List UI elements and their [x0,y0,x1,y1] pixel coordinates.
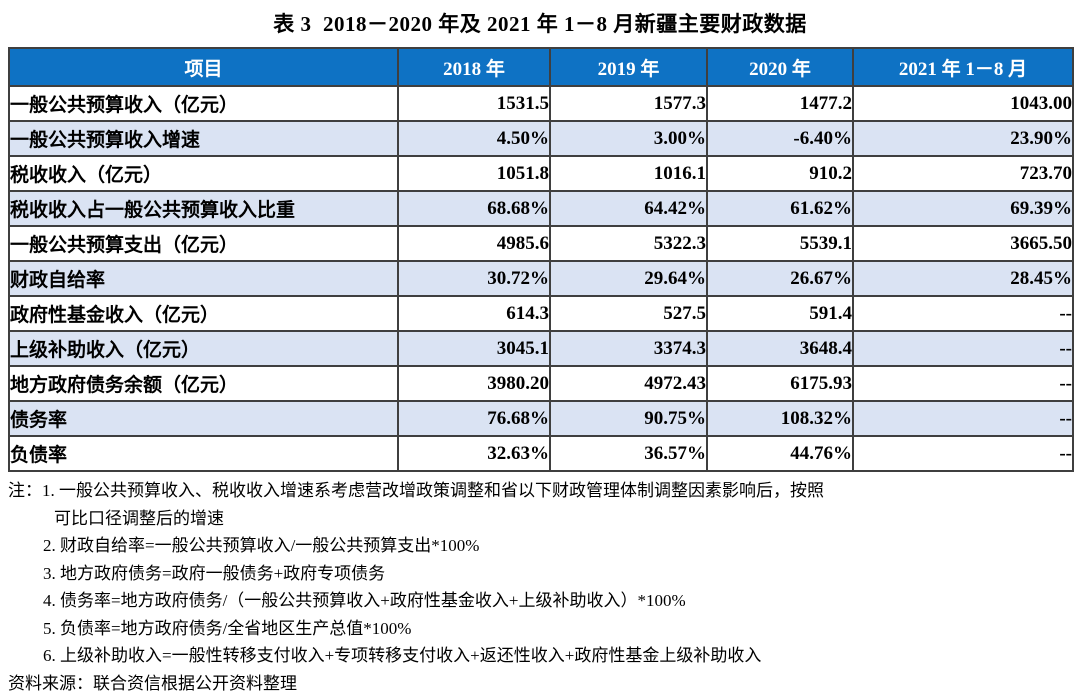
value-cell: 90.75% [549,400,708,437]
value-cell: 6175.93 [706,365,854,402]
value-cell: 26.67% [706,260,854,297]
note-line: 6. 上级补助收入=一般性转移支付收入+专项转移支付收入+返还性收入+政府性基金… [43,646,762,665]
note-line: 2. 财政自给率=一般公共预算收入/一般公共预算支出*100% [43,536,480,555]
value-cell: 1477.2 [706,85,854,122]
note-line: 4. 债务率=地方政府债务/（一般公共预算收入+政府性基金收入+上级补助收入）*… [43,591,686,610]
value-cell: 1531.5 [397,85,551,122]
value-cell: 591.4 [706,295,854,332]
value-cell: 29.64% [549,260,708,297]
value-cell: 64.42% [549,190,708,227]
value-cell: 3.00% [549,120,708,157]
row-label-cell: 一般公共预算支出（亿元） [8,225,399,262]
note-line: 注：1. 一般公共预算收入、税收收入增速系考虑营改增政策调整和省以下财政管理体制… [8,481,824,500]
value-cell: 28.45% [852,260,1074,297]
value-cell: 5539.1 [706,225,854,262]
value-cell: -- [852,295,1074,332]
value-cell: 3665.50 [852,225,1074,262]
value-cell: 68.68% [397,190,551,227]
table-row: 税收收入（亿元） 1051.8 1016.1 910.2 723.70 [8,155,1074,192]
value-cell: 4985.6 [397,225,551,262]
value-cell: 910.2 [706,155,854,192]
table-header-row: 项目 2018 年 2019 年 2020 年 2021 年 1－8 月 [8,47,1074,87]
row-label-cell: 税收收入（亿元） [8,155,399,192]
value-cell: 4.50% [397,120,551,157]
table-row: 一般公共预算支出（亿元） 4985.6 5322.3 5539.1 3665.50 [8,225,1074,262]
value-cell: 4972.43 [549,365,708,402]
value-cell: 1043.00 [852,85,1074,122]
column-header-period: 2018 年 [397,47,551,87]
table-row: 地方政府债务余额（亿元） 3980.20 4972.43 6175.93 -- [8,365,1074,402]
row-label-cell: 税收收入占一般公共预算收入比重 [8,190,399,227]
value-cell: -- [852,400,1074,437]
value-cell: -6.40% [706,120,854,157]
value-cell: -- [852,365,1074,402]
value-cell: 1016.1 [549,155,708,192]
row-label-cell: 上级补助收入（亿元） [8,330,399,367]
column-header-period: 2020 年 [706,47,854,87]
table-row: 政府性基金收入（亿元） 614.3 527.5 591.4 -- [8,295,1074,332]
value-cell: 32.63% [397,435,551,472]
row-label-cell: 债务率 [8,400,399,437]
value-cell: 61.62% [706,190,854,227]
value-cell: 36.57% [549,435,708,472]
table-row: 负债率 32.63% 36.57% 44.76% -- [8,435,1074,472]
value-cell: 527.5 [549,295,708,332]
note-line: 5. 负债率=地方政府债务/全省地区生产总值*100% [43,618,412,638]
value-cell: 69.39% [852,190,1074,227]
source-line: 资料来源：联合资信根据公开资料整理 [8,673,297,693]
value-cell: 3374.3 [549,330,708,367]
row-label-cell: 一般公共预算收入增速 [8,120,399,157]
value-cell: -- [852,435,1074,472]
value-cell: 23.90% [852,120,1074,157]
table-row: 财政自给率 30.72% 29.64% 26.67% 28.45% [8,260,1074,297]
table-title: 表 3 2018－2020 年及 2021 年 1－8 月新疆主要财政数据 [273,12,807,36]
value-cell: 30.72% [397,260,551,297]
column-header-period: 2019 年 [549,47,708,87]
value-cell: 614.3 [397,295,551,332]
row-label-cell: 政府性基金收入（亿元） [8,295,399,332]
value-cell: 3648.4 [706,330,854,367]
value-cell: 44.76% [706,435,854,472]
row-label-cell: 一般公共预算收入（亿元） [8,85,399,122]
fiscal-data-table: 项目 2018 年 2019 年 2020 年 2021 年 1－8 月 一般公共预算收… [8,47,1074,472]
value-cell: 1051.8 [397,155,551,192]
table-row: 税收收入占一般公共预算收入比重 68.68% 64.42% 61.62% 69.39% [8,190,1074,227]
value-cell: 76.68% [397,400,551,437]
table-row: 一般公共预算收入（亿元） 1531.5 1577.3 1477.2 1043.00 [8,85,1074,122]
value-cell: 5322.3 [549,225,708,262]
note-line: 可比口径调整后的增速 [54,508,224,528]
column-header-period: 2021 年 1－8 月 [852,47,1074,87]
table-notes: 注：1. 一般公共预算收入、税收收入增速系考虑营改增政策调整和省以下财政管理体制… [8,477,1072,697]
row-label-cell: 负债率 [8,435,399,472]
value-cell: -- [852,330,1074,367]
value-cell: 3045.1 [397,330,551,367]
table-row: 债务率 76.68% 90.75% 108.32% -- [8,400,1074,437]
row-label-cell: 财政自给率 [8,260,399,297]
value-cell: 723.70 [852,155,1074,192]
value-cell: 108.32% [706,400,854,437]
table-row: 一般公共预算收入增速 4.50% 3.00% -6.40% 23.90% [8,120,1074,157]
column-header-item: 项目 [8,47,399,87]
row-label-cell: 地方政府债务余额（亿元） [8,365,399,402]
table-row: 上级补助收入（亿元） 3045.1 3374.3 3648.4 -- [8,330,1074,367]
note-line: 3. 地方政府债务=政府一般债务+政府专项债务 [43,563,386,583]
value-cell: 1577.3 [549,85,708,122]
value-cell: 3980.20 [397,365,551,402]
